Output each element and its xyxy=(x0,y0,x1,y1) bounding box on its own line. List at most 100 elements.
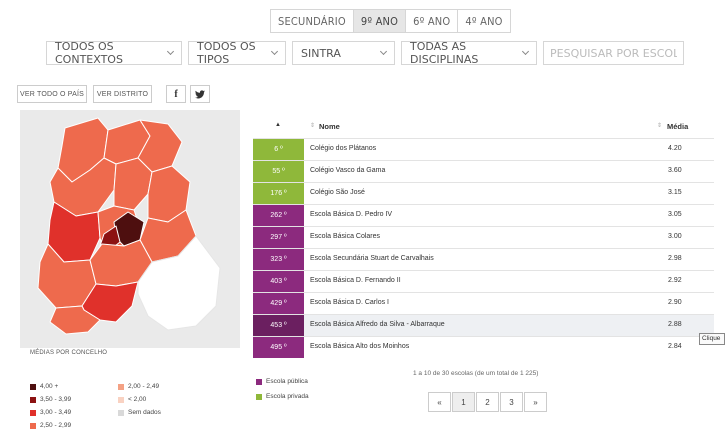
legend-swatch xyxy=(30,383,36,390)
legend-label: 2,00 - 2,49 xyxy=(128,383,160,390)
map-region-south-coast[interactable] xyxy=(49,305,101,335)
legend-swatch xyxy=(118,383,124,390)
facebook-share-button[interactable]: f xyxy=(166,85,186,103)
col-score-header[interactable]: Média xyxy=(667,122,689,131)
map-region-estuary xyxy=(137,235,221,331)
tab-9-ano[interactable]: 9º ANO xyxy=(353,10,407,32)
table-row[interactable]: 262 º Escola Básica D. Pedro IV 3.05 xyxy=(253,204,714,226)
school-name[interactable]: Escola Básica Alto dos Moinhos xyxy=(310,343,410,350)
rank-badge: 429 º xyxy=(253,293,304,314)
tab-secundario[interactable]: SECUNDÁRIO xyxy=(271,10,354,32)
ranking-table: ▲ ⇕ Nome ⇕ Média 6 º Colégio dos Plátanos… xyxy=(253,116,714,358)
facebook-icon: f xyxy=(174,88,178,100)
table-body: 6 º Colégio dos Plátanos 4.20 55 º Colégio V… xyxy=(253,138,714,358)
legend-swatch xyxy=(30,409,36,416)
school-name[interactable]: Escola Básica D. Fernando II xyxy=(310,277,401,284)
twitter-icon xyxy=(195,89,205,98)
legend-swatch xyxy=(256,393,262,400)
legend-item-private: Escola privada xyxy=(256,393,309,400)
discipline-select[interactable]: TODAS AS DISCIPLINAS xyxy=(401,40,537,66)
page-2-button[interactable]: 2 xyxy=(476,392,499,412)
page-prev-button[interactable]: « xyxy=(428,392,451,412)
table-row[interactable]: 429 º Escola Básica D. Carlos I 2.90 xyxy=(253,292,714,314)
school-score: 4.20 xyxy=(668,145,682,152)
legend-label: 3,00 - 3,49 xyxy=(40,409,72,416)
type-select[interactable]: TODOS OS TIPOS xyxy=(188,40,286,66)
table-row[interactable]: 55 º Colégio Vasco da Gama 3.60 xyxy=(253,160,714,182)
col-name-header[interactable]: Nome xyxy=(319,122,340,131)
rank-badge: 176 º xyxy=(253,183,304,204)
school-name[interactable]: Escola Secundária Stuart de Carvalhais xyxy=(310,255,434,262)
school-name[interactable]: Escola Básica D. Carlos I xyxy=(310,299,389,306)
legend-item: Sem dados xyxy=(118,409,161,416)
school-score: 3.05 xyxy=(668,211,682,218)
sort-rank-button[interactable]: ▲ xyxy=(275,122,281,128)
legend-label: 2,50 - 2,99 xyxy=(40,422,72,429)
sort-icon[interactable]: ⇕ xyxy=(657,123,663,129)
legend-item: 3,50 - 3,99 xyxy=(30,396,71,403)
map-svg xyxy=(37,117,221,335)
table-row[interactable]: 297 º Escola Básica Colares 3.00 xyxy=(253,226,714,248)
table-row[interactable]: 6 º Colégio dos Plátanos 4.20 xyxy=(253,138,714,160)
table-row[interactable]: 176 º Colégio São José 3.15 xyxy=(253,182,714,204)
legend-label: 4,00 + xyxy=(40,383,59,390)
rank-badge: 323 º xyxy=(253,249,304,270)
legend-swatch xyxy=(256,378,262,385)
rank-badge: 297 º xyxy=(253,227,304,248)
table-row[interactable]: 495 º Escola Básica Alto dos Moinhos 2.84 xyxy=(253,336,714,358)
school-score: 2.98 xyxy=(668,255,682,262)
tab-6-ano[interactable]: 6º ANO xyxy=(406,10,459,32)
type-select-value: TODOS OS TIPOS xyxy=(197,40,256,66)
table-header: ▲ ⇕ Nome ⇕ Média xyxy=(253,116,714,138)
legend-title: MÉDIAS POR CONCELHO xyxy=(30,350,108,356)
school-search-input[interactable] xyxy=(543,41,684,65)
legend-swatch xyxy=(118,396,124,403)
municipality-map[interactable] xyxy=(20,110,240,348)
school-score: 3.15 xyxy=(668,189,682,196)
legend-item: 4,00 + xyxy=(30,383,58,390)
school-name[interactable]: Colégio dos Plátanos xyxy=(310,145,377,152)
rank-badge: 495 º xyxy=(253,337,304,358)
discipline-select-value: TODAS AS DISCIPLINAS xyxy=(410,40,479,66)
page-next-button[interactable]: » xyxy=(524,392,547,412)
map-region-center[interactable] xyxy=(113,157,153,211)
school-name[interactable]: Colégio São José xyxy=(310,189,365,196)
legend-item: 2,50 - 2,99 xyxy=(30,422,71,429)
view-district-button[interactable]: VER DISTRITO xyxy=(93,85,152,103)
school-name[interactable]: Escola Básica D. Pedro IV xyxy=(310,211,393,218)
legend-item: 3,00 - 3,49 xyxy=(30,409,71,416)
tooltip: Clique xyxy=(699,333,725,345)
legend-item: 2,00 - 2,49 xyxy=(118,383,159,390)
legend-label: Sem dados xyxy=(128,409,161,416)
legend-label: 3,50 - 3,99 xyxy=(40,396,72,403)
legend-swatch xyxy=(118,409,124,416)
tab-4-ano[interactable]: 4º ANO xyxy=(458,10,510,32)
school-name[interactable]: Escola Básica Colares xyxy=(310,233,381,240)
view-country-button[interactable]: VER TODO O PAÍS xyxy=(17,85,87,103)
table-row[interactable]: 453 º Escola Básica Alfredo da Silva - Al… xyxy=(253,314,714,336)
rank-badge: 55 º xyxy=(253,161,304,182)
twitter-share-button[interactable] xyxy=(190,85,210,103)
table-row[interactable]: 403 º Escola Básica D. Fernando II 2.92 xyxy=(253,270,714,292)
sort-icon[interactable]: ⇕ xyxy=(310,123,316,129)
school-name[interactable]: Escola Básica Alfredo da Silva - Albarra… xyxy=(310,321,445,328)
context-select-value: TODOS OS CONTEXTOS xyxy=(55,40,123,66)
school-score: 3.00 xyxy=(668,233,682,240)
legend-item: < 2,00 xyxy=(118,396,146,403)
school-score: 2.92 xyxy=(668,277,682,284)
results-summary: 1 a 10 de 30 escolas (de um total de 1 2… xyxy=(413,370,539,377)
school-score: 3.60 xyxy=(668,167,682,174)
page-1-button[interactable]: 1 xyxy=(452,392,475,412)
table-row[interactable]: 323 º Escola Secundária Stuart de Carvalh… xyxy=(253,248,714,270)
page-3-button[interactable]: 3 xyxy=(500,392,523,412)
school-score: 2.90 xyxy=(668,299,682,306)
legend-item-public: Escola pública xyxy=(256,378,308,385)
legend-swatch xyxy=(30,422,36,429)
municipality-select[interactable]: SINTRA xyxy=(292,41,395,65)
rank-badge: 6 º xyxy=(253,139,304,160)
context-select[interactable]: TODOS OS CONTEXTOS xyxy=(46,40,182,66)
legend-swatch xyxy=(30,396,36,403)
legend-label: Escola pública xyxy=(266,378,308,385)
school-score: 2.84 xyxy=(668,343,682,350)
school-name[interactable]: Colégio Vasco da Gama xyxy=(310,167,386,174)
